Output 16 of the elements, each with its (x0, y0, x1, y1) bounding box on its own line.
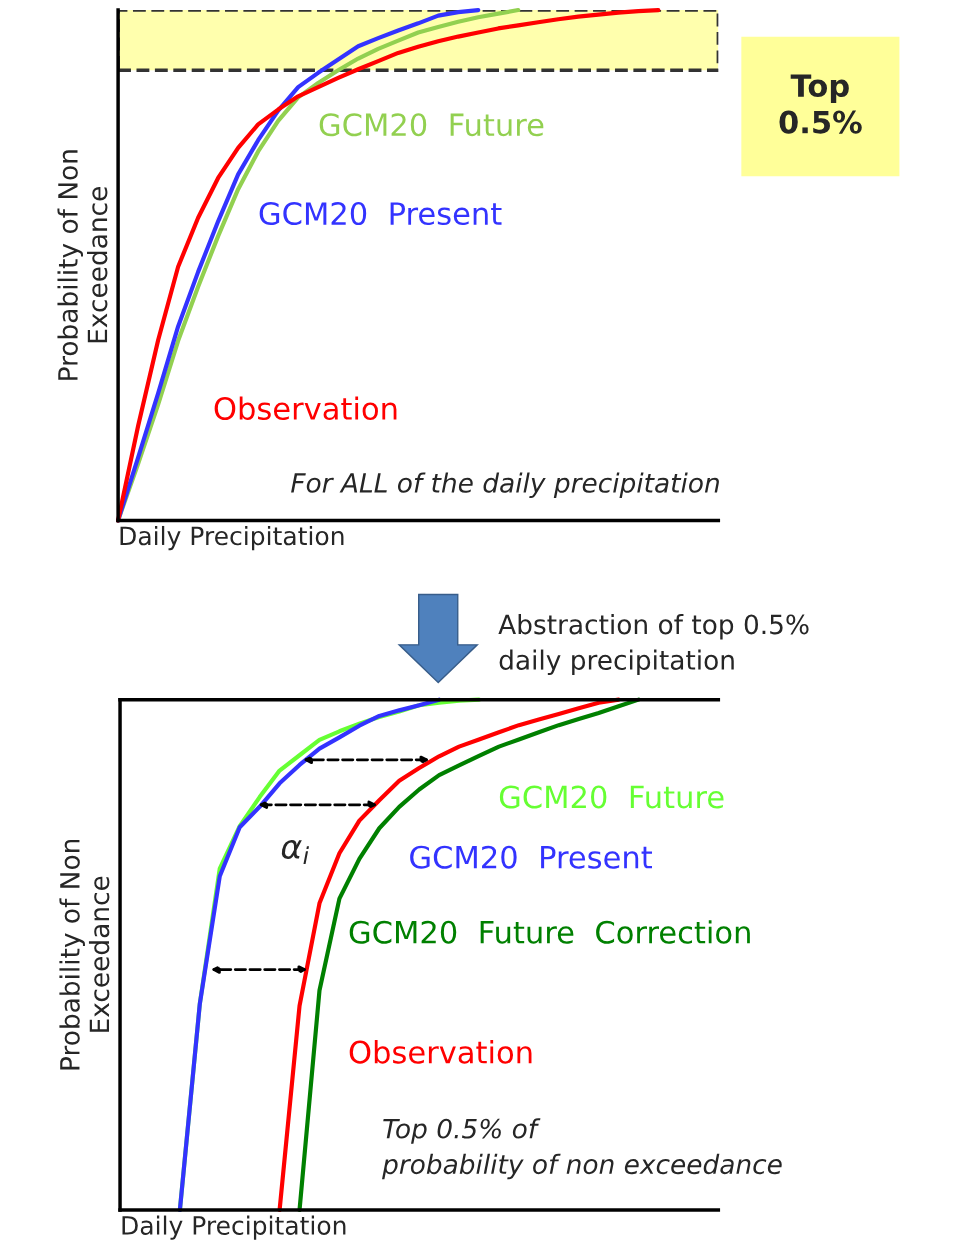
text: Observation (214, 396, 397, 421)
band-label: Top 0.5% (779, 74, 862, 134)
x-axis-title: Daily Precipitation (122, 1215, 346, 1240)
series-label: GCM20 Future (319, 113, 544, 137)
series-label: GCM20 Future Correction (349, 920, 750, 944)
text: GCM20 Future (499, 785, 724, 809)
text: Abstraction of top 0.5% daily precipitation (498, 613, 809, 676)
annotation: For ALL of the daily precipitation (291, 472, 719, 498)
text: GCM20 Present (410, 845, 652, 869)
series-label: GCM20 Present (259, 201, 502, 226)
y-axis-title: Probability of Non Exceedance (59, 839, 110, 1070)
annotation: α$_{i}$ (281, 839, 310, 865)
x-axis-title: Daily Precipitation (120, 525, 344, 551)
series-label: Observation (349, 1040, 532, 1064)
annotation: Top 0.5% of probability of non exceedance (382, 1118, 782, 1180)
y-axis-title: Probability of Non Exceedance (57, 150, 108, 380)
